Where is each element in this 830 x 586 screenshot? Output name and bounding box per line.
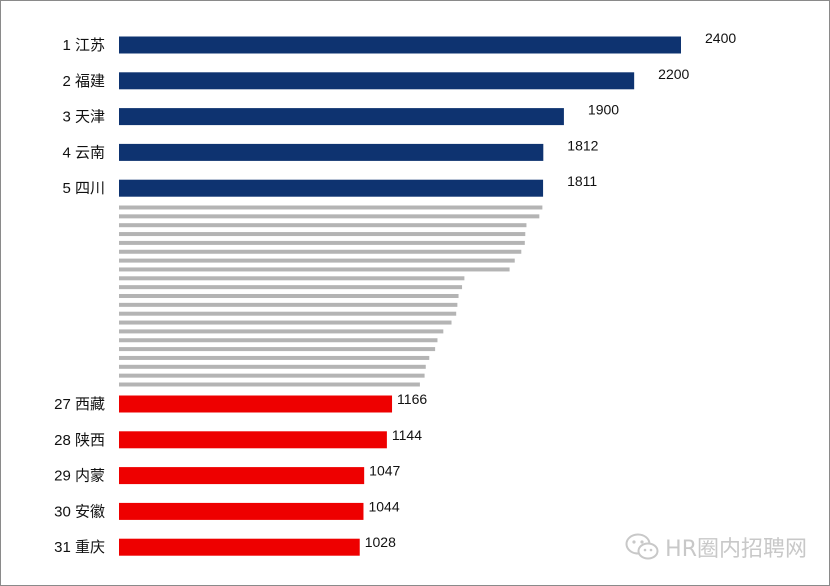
- middle-bar: [119, 249, 522, 254]
- middle-bar: [119, 232, 526, 237]
- watermark-text: HR圈内招聘网: [665, 537, 807, 562]
- middle-bar: [119, 347, 436, 352]
- top-label: 4 云南: [62, 144, 105, 161]
- bottom-bar: [119, 467, 365, 485]
- bottom-value-label: 1028: [365, 534, 396, 550]
- middle-bar: [119, 355, 430, 360]
- watermark: HR圈内招聘网: [625, 531, 807, 563]
- bottom-bar: [119, 431, 387, 449]
- top-bar: [119, 143, 544, 161]
- bottom-label: 27 西藏: [54, 396, 105, 413]
- wechat-icon: [625, 533, 659, 560]
- bottom-label: 29 内蒙: [54, 468, 105, 485]
- bottom-bar: [119, 395, 393, 413]
- middle-bar: [119, 311, 457, 316]
- bottom-label: 28 陕西: [54, 432, 105, 449]
- bottom-value-label: 1047: [369, 463, 400, 479]
- middle-bar: [119, 364, 426, 369]
- top-label: 2 福建: [62, 73, 105, 90]
- top-bar: [119, 36, 681, 54]
- middle-bar: [119, 294, 459, 298]
- top-label: 1 江苏: [62, 37, 105, 54]
- middle-bar: [119, 240, 525, 245]
- bottom-value-label: 1166: [397, 391, 427, 407]
- bottom-value-label: 1144: [392, 427, 422, 443]
- middle-bar: [119, 205, 543, 210]
- bottom-label: 31 重庆: [54, 539, 105, 556]
- middle-bar: [119, 382, 420, 387]
- top-bar: [119, 108, 564, 126]
- middle-bar: [119, 338, 438, 343]
- middle-bar: [119, 267, 510, 272]
- middle-bar: [119, 285, 463, 290]
- top-value-label: 1900: [588, 102, 619, 118]
- top-label: 5 四川: [62, 180, 105, 197]
- top-value-label: 1811: [567, 173, 597, 189]
- top-label: 3 天津: [62, 109, 105, 126]
- middle-bar: [119, 302, 458, 307]
- middle-bar: [119, 276, 465, 281]
- bottom-value-label: 1044: [368, 498, 399, 514]
- top-value-label: 2400: [705, 30, 736, 46]
- bottom-label: 30 安徽: [54, 503, 105, 520]
- bottom-bar: [119, 538, 360, 556]
- top-bar: [119, 72, 635, 90]
- middle-bar: [119, 320, 452, 325]
- middle-bar: [119, 258, 515, 263]
- middle-bar: [119, 223, 527, 228]
- middle-bar: [119, 214, 540, 219]
- middle-bar: [119, 329, 444, 334]
- top-value-label: 2200: [658, 66, 689, 82]
- bottom-bar: [119, 502, 364, 520]
- middle-bar: [119, 373, 425, 378]
- top-bar: [119, 179, 544, 197]
- top-value-label: 1812: [567, 137, 598, 153]
